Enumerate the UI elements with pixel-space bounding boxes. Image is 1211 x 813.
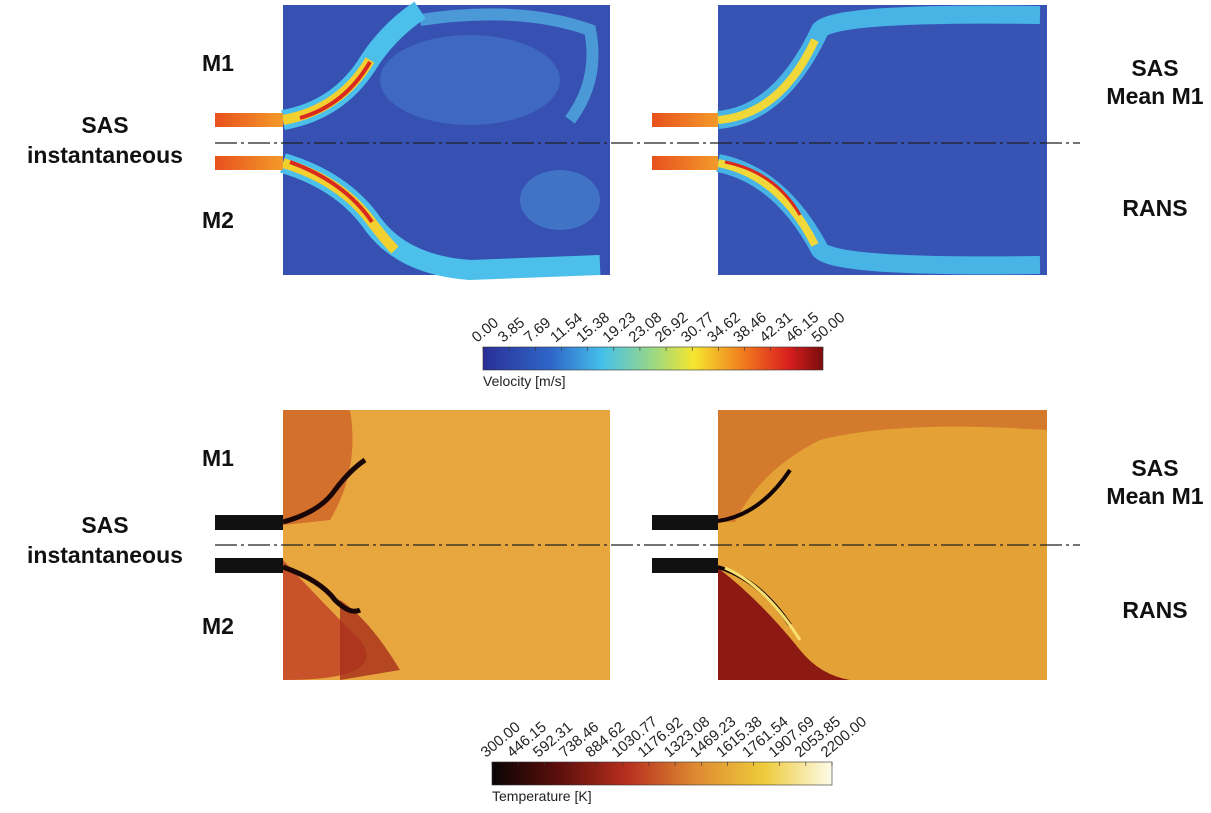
panel-label: RANS [1122, 195, 1187, 221]
field-region [340, 600, 400, 680]
field-region [520, 170, 600, 230]
colorbar [482, 346, 824, 371]
flame-edge [724, 566, 802, 641]
jet-core [289, 160, 374, 224]
velocity-mean-field [716, 5, 1047, 275]
inlet [215, 558, 283, 573]
panel-label: Mean M1 [1106, 483, 1203, 509]
field-region [283, 410, 353, 525]
inlet [652, 515, 718, 530]
flame-front [282, 564, 362, 614]
jet-mid [717, 38, 819, 124]
flame-front [282, 457, 367, 525]
panel-label: SAS [1131, 55, 1178, 81]
panel-label: Mean M1 [1106, 83, 1203, 109]
panel-label: SAS [81, 512, 128, 538]
velocity-instantaneous-field [280, 1, 610, 281]
field-region [718, 568, 850, 680]
flame-front [717, 468, 792, 523]
inlet [652, 113, 718, 127]
colorbar [491, 761, 833, 786]
field-region [380, 35, 560, 125]
jet-core [299, 60, 372, 120]
jet-mid [717, 159, 819, 247]
panel-label: M1 [202, 50, 234, 76]
panel-label: M2 [202, 207, 234, 233]
panel-label: instantaneous [27, 542, 183, 568]
panel-label: instantaneous [27, 142, 183, 168]
field-region [718, 410, 1047, 522]
jet-core [724, 160, 802, 216]
inlet [215, 113, 283, 127]
inlet [652, 156, 718, 170]
colorbar-title: Temperature [K] [492, 788, 592, 804]
inlet [215, 156, 283, 170]
field-background [283, 5, 610, 275]
panel-label: RANS [1122, 597, 1187, 623]
flow-streak [419, 8, 599, 124]
panel-label: SAS [1131, 455, 1178, 481]
inlet [652, 558, 718, 573]
panel-label: M2 [202, 613, 234, 639]
panel-label: SAS [81, 112, 128, 138]
colorbar-title: Velocity [m/s] [483, 373, 565, 389]
inlet [215, 515, 283, 530]
panel-label: M1 [202, 445, 234, 471]
field-background [718, 5, 1047, 275]
